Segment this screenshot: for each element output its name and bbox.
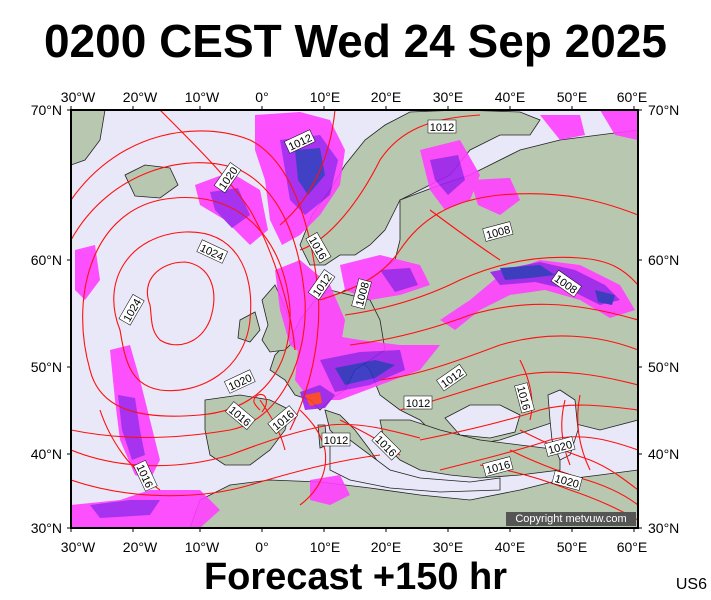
lon-label: 0° bbox=[255, 539, 268, 555]
lat-label: 30°N bbox=[31, 520, 62, 536]
lat-label: 30°N bbox=[648, 520, 679, 536]
lon-labels-top: 30°W 20°W 10°W 0° 10°E 20°E 30°E 40°E 50… bbox=[61, 89, 647, 105]
lat-label: 50°N bbox=[31, 359, 62, 375]
lon-label: 60°E bbox=[617, 89, 648, 105]
frame-ticks bbox=[67, 106, 642, 532]
lat-labels-left: 70°N 60°N 50°N 40°N 30°N bbox=[31, 102, 62, 536]
lon-label: 60°E bbox=[617, 539, 648, 555]
isobar-label: 1012 bbox=[406, 398, 430, 410]
isobar-label: 1012 bbox=[430, 122, 454, 134]
lon-label: 50°E bbox=[557, 89, 588, 105]
lon-label: 50°E bbox=[557, 539, 588, 555]
lon-label: 40°E bbox=[495, 89, 526, 105]
lon-labels-bottom: 30°W 20°W 10°W 0° 10°E 20°E 30°E 40°E 50… bbox=[61, 539, 647, 555]
lon-label: 30°W bbox=[61, 539, 96, 555]
lon-label: 20°E bbox=[371, 89, 402, 105]
model-code: US6 bbox=[675, 576, 707, 593]
lon-label: 40°E bbox=[495, 539, 526, 555]
lon-label: 30°W bbox=[61, 89, 96, 105]
lon-label: 10°W bbox=[185, 89, 220, 105]
lat-label: 70°N bbox=[648, 102, 679, 118]
lon-label: 0° bbox=[255, 89, 268, 105]
precipitation bbox=[71, 110, 638, 528]
lon-label: 20°W bbox=[123, 539, 158, 555]
map-frame bbox=[70, 109, 639, 529]
lat-label: 60°N bbox=[31, 252, 62, 268]
lat-label: 60°N bbox=[648, 252, 679, 268]
lon-label: 10°E bbox=[310, 89, 341, 105]
lat-labels-right: 70°N 60°N 50°N 40°N 30°N bbox=[648, 102, 679, 536]
lat-label: 40°N bbox=[31, 446, 62, 462]
isobar-label: 1012 bbox=[324, 435, 348, 447]
copyright-badge: Copyright metvuw.com bbox=[506, 512, 636, 526]
lon-label: 30°E bbox=[433, 89, 464, 105]
map-title: 0200 CEST Wed 24 Sep 2025 bbox=[43, 15, 668, 67]
lon-label: 20°E bbox=[371, 539, 402, 555]
lat-label: 70°N bbox=[31, 102, 62, 118]
lon-label: 10°W bbox=[185, 539, 220, 555]
lon-label: 10°E bbox=[310, 539, 341, 555]
lat-label: 50°N bbox=[648, 359, 679, 375]
lon-label: 20°W bbox=[123, 89, 158, 105]
lon-label: 30°E bbox=[433, 539, 464, 555]
lat-label: 40°N bbox=[648, 446, 679, 462]
forecast-label: Forecast +150 hr bbox=[203, 556, 508, 598]
